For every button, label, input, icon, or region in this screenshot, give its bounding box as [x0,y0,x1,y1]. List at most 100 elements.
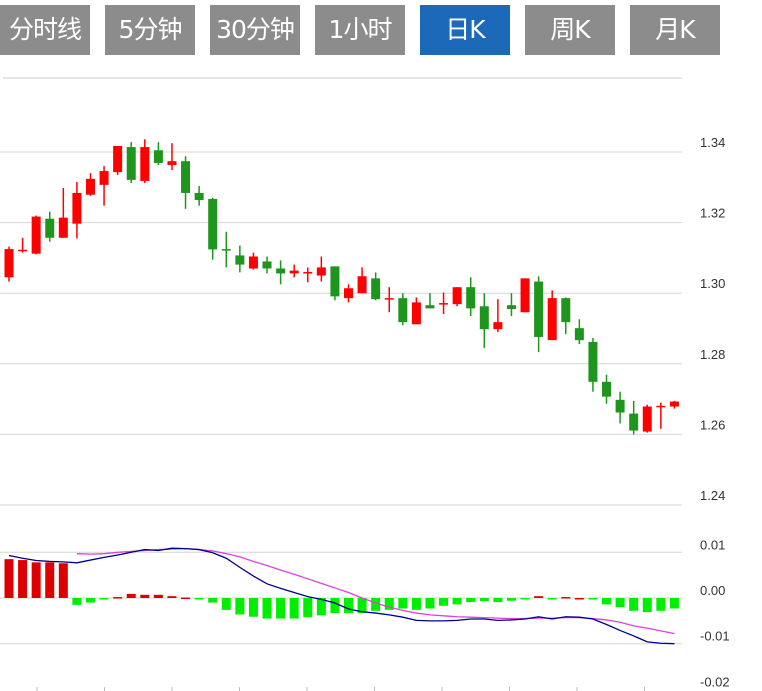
candle-up [58,217,68,238]
tab-1hour[interactable]: 1小时 [315,5,405,55]
macd-bar [344,598,353,614]
y-tick-label: 0.00 [700,583,725,598]
dea-line [76,547,675,635]
candle-down [208,198,218,250]
candle-up [303,272,313,274]
macd-bar [167,596,177,598]
candle-up [316,267,326,276]
macd-bar [439,598,449,606]
macd-bar [656,598,666,611]
macd-bar [4,559,14,598]
tab-monthly-k[interactable]: 月K [630,5,720,55]
macd-bar [588,598,598,600]
macd-bar [181,597,191,600]
macd-bar [45,562,55,598]
macd-bar [642,598,652,613]
macd-bar [208,598,218,603]
tab-weekly-k[interactable]: 周K [525,5,615,55]
candle-down [371,278,381,300]
candle-down [588,341,598,382]
tab-5min[interactable]: 5分钟 [105,5,195,55]
macd-bar [425,598,435,609]
tab-timeshare[interactable]: 分时线 [0,5,90,55]
macd-bar [221,598,231,610]
macd-bar [262,598,272,619]
candle-up [85,178,95,195]
candle-down [235,255,245,265]
y-tick-label: 1.26 [700,417,725,432]
candle-down [126,147,136,180]
tab-30min[interactable]: 30分钟 [210,5,300,55]
candle-down [221,249,231,251]
macd-bar [520,598,530,600]
macd-bar [316,598,326,616]
candle-up [669,401,679,407]
macd-bar [153,594,163,598]
macd-bar [248,598,258,617]
candle-up [31,216,41,254]
macd-bar [371,598,381,611]
macd-bar [466,598,476,603]
macd-bar [303,598,313,618]
macd-bar [411,598,421,610]
candle-down [479,306,489,330]
macd-bar [506,598,516,601]
macd-bar [113,597,123,599]
y-tick-label: 1.34 [700,135,725,150]
macd-bar [534,596,544,598]
candle-down [194,192,204,201]
macd-bar [602,598,612,605]
candle-up [289,270,299,274]
candle-down [534,281,544,337]
candle-up [452,287,462,305]
y-tick-label: 1.28 [700,347,725,362]
macd-bar [126,593,136,598]
macd-bar [615,598,625,608]
candle-up [99,171,109,185]
candle-down [466,287,476,309]
y-tick-label: 1.30 [700,276,725,291]
macd-bar [58,563,68,598]
candle-up [547,298,557,341]
macd-bar [561,597,571,599]
macd-bar [357,598,367,614]
candle-down [330,266,340,297]
candle-up [493,322,503,330]
macd-bar [398,598,408,609]
candle-up [411,302,421,325]
candle-up [357,276,367,294]
candle-down [181,161,191,193]
macd-bar [479,598,489,602]
y-tick-label: 0.01 [700,537,725,552]
macd-bar [574,598,584,600]
candle-up [344,288,353,299]
tab-daily-k[interactable]: 日K [420,5,510,55]
macd-bar [289,598,299,619]
y-tick-label: -0.02 [700,674,730,689]
y-tick-label: -0.01 [700,629,730,644]
candle-down [615,399,625,413]
candle-down [561,298,571,323]
candle-up [113,145,123,173]
candle-up [642,406,652,432]
candle-up [4,249,14,278]
macd-bar [493,598,503,603]
macd-bar [31,562,41,598]
macd-bar [384,598,394,610]
candle-up [248,256,258,269]
macd-bar [547,598,557,600]
candle-down [629,413,639,431]
candle-down [602,381,612,397]
dif-line [8,547,675,645]
candle-up [72,192,82,224]
candle-down [262,261,272,269]
macd-bar [72,598,82,605]
y-tick-label: 1.24 [700,488,725,503]
candle-down [425,305,435,309]
macd-bar [629,598,639,611]
macd-bar [330,598,340,614]
macd-bar [235,598,245,615]
macd-bar [18,560,28,598]
candle-up [18,249,28,252]
